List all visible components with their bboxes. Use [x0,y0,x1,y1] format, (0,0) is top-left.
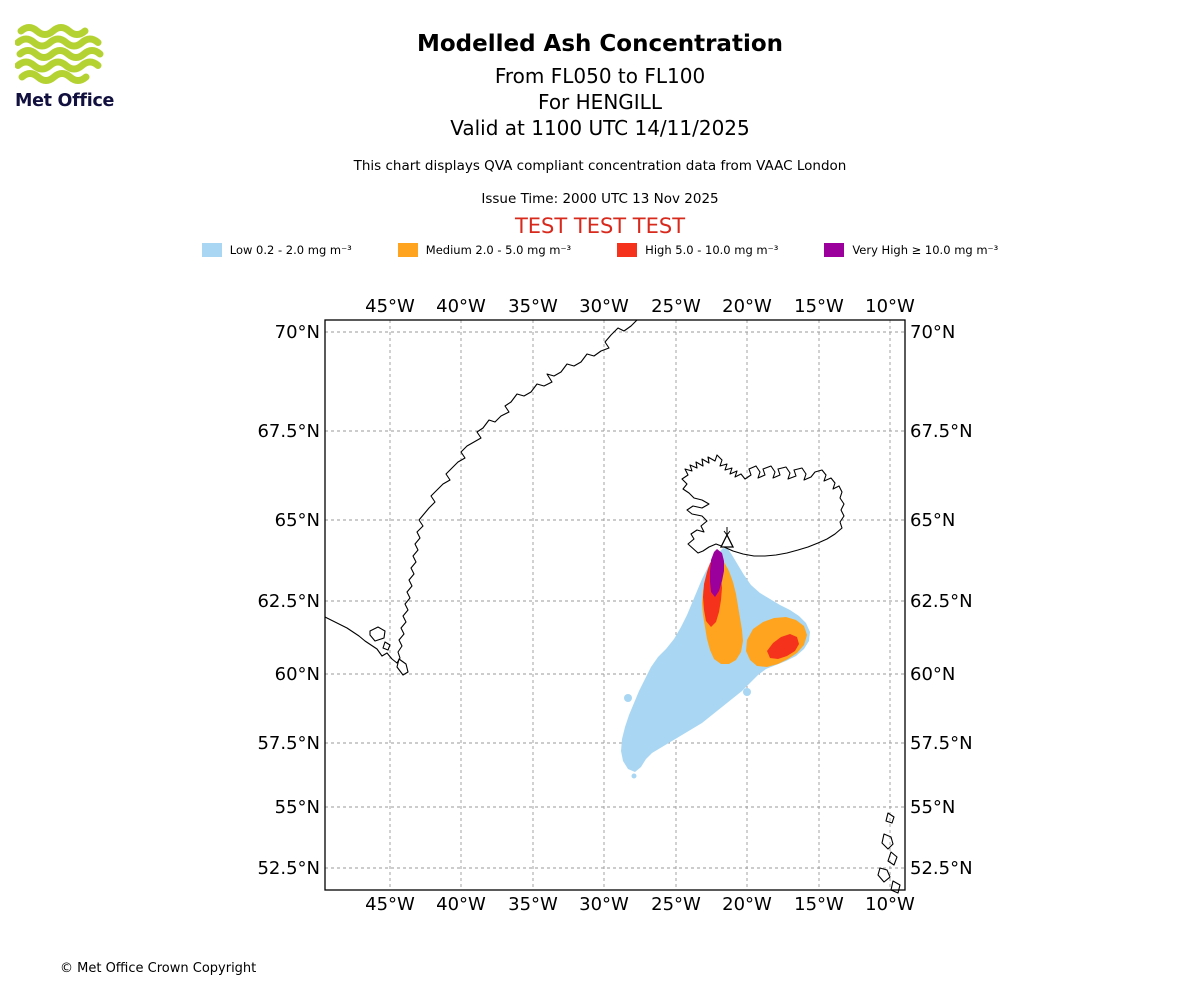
legend-label-medium: Medium 2.0 - 5.0 mg m⁻³ [425,243,572,257]
lat-tick: 62.5°N [910,591,973,612]
lat-tick: 70°N [275,322,320,343]
lat-tick: 65°N [275,510,320,531]
lon-axis-top: 45°W 40°W 35°W 30°W 25°W 20°W 15°W 10°W [365,296,915,317]
ireland-coast-fragment [885,812,895,824]
lon-axis-bottom: 45°W 40°W 35°W 30°W 25°W 20°W 15°W 10°W [365,894,915,915]
valid-time-line: Valid at 1100 UTC 14/11/2025 [450,116,750,140]
logo-text: Met Office [15,91,115,111]
ireland-coast-fragment [881,833,894,850]
lon-tick: 30°W [579,894,629,915]
lat-tick: 57.5°N [910,733,973,754]
ash-plume-layers [621,548,810,779]
ash-concentration-map: 45°W 40°W 35°W 30°W 25°W 20°W 15°W 10°W … [250,285,980,925]
greenland-island [396,658,409,676]
lon-tick: 10°W [865,296,915,317]
map-frame [324,319,906,891]
qva-note: This chart displays QVA compliant concen… [353,158,847,174]
flight-level-line: From FL050 to FL100 [494,64,706,88]
legend-label-very-high: Very High ≥ 10.0 mg m⁻³ [852,243,999,257]
high-swatch-icon [617,243,638,257]
lat-tick: 52.5°N [910,858,973,879]
lat-tick: 65°N [910,510,955,531]
copyright: © Met Office Crown Copyright [60,961,257,976]
legend: Low 0.2 - 2.0 mg m⁻³ Medium 2.0 - 5.0 mg… [0,243,1200,257]
lon-tick: 40°W [436,296,486,317]
lat-tick: 62.5°N [257,591,320,612]
legend-label-high: High 5.0 - 10.0 mg m⁻³ [645,243,779,257]
ireland-coast-fragment [887,851,898,866]
legend-item-medium: Medium 2.0 - 5.0 mg m⁻³ [397,243,572,257]
lat-tick: 67.5°N [257,421,320,442]
lon-tick: 35°W [508,894,558,915]
lat-tick: 57.5°N [257,733,320,754]
lon-tick: 10°W [865,894,915,915]
lat-tick: 67.5°N [910,421,973,442]
lon-tick: 45°W [365,894,415,915]
ireland-coast-fragment [877,867,891,883]
low-swatch-icon [201,243,222,257]
ash-plume-very-high [710,549,724,597]
legend-label-low: Low 0.2 - 2.0 mg m⁻³ [229,243,352,257]
legend-item-low: Low 0.2 - 2.0 mg m⁻³ [201,243,352,257]
lon-tick: 35°W [508,296,558,317]
lon-tick: 15°W [794,296,844,317]
legend-item-very-high: Very High ≥ 10.0 mg m⁻³ [824,243,998,257]
lon-tick: 25°W [651,296,701,317]
lon-tick: 20°W [722,894,772,915]
lat-tick: 70°N [910,322,955,343]
ireland-coast-fragment [890,880,901,894]
lon-tick: 30°W [579,296,629,317]
lon-tick: 40°W [436,894,486,915]
lat-tick: 55°N [275,797,320,818]
lat-tick: 52.5°N [257,858,320,879]
lon-tick: 20°W [722,296,772,317]
iceland-coastline [681,454,845,557]
greenland-island [369,626,386,642]
lat-tick: 55°N [910,797,955,818]
volcano-name-line: For HENGILL [538,90,662,114]
test-banner: TEST TEST TEST [514,214,686,238]
met-office-logo: Met Office [14,24,125,111]
coastlines [324,319,901,894]
lat-axis-right: 70°N 67.5°N 65°N 62.5°N 60°N 57.5°N 55°N… [910,322,973,879]
greenland-island [382,641,391,651]
lat-tick: 60°N [275,664,320,685]
greenland-coastline [324,319,638,664]
lon-tick: 15°W [794,894,844,915]
lat-tick: 60°N [910,664,955,685]
page-title: Modelled Ash Concentration [416,31,784,57]
map-svg: 45°W 40°W 35°W 30°W 25°W 20°W 15°W 10°W … [257,296,973,915]
issue-time: Issue Time: 2000 UTC 13 Nov 2025 [481,191,719,207]
lon-tick: 25°W [651,894,701,915]
grid-lines [325,320,905,890]
lon-tick: 45°W [365,296,415,317]
logo-waves-icon [14,24,104,84]
very-high-swatch-icon [824,243,845,257]
volcano-marker-icon [719,527,735,548]
lat-axis-left: 70°N 67.5°N 65°N 62.5°N 60°N 57.5°N 55°N… [257,322,320,879]
legend-item-high: High 5.0 - 10.0 mg m⁻³ [617,243,778,257]
medium-swatch-icon [397,243,418,257]
